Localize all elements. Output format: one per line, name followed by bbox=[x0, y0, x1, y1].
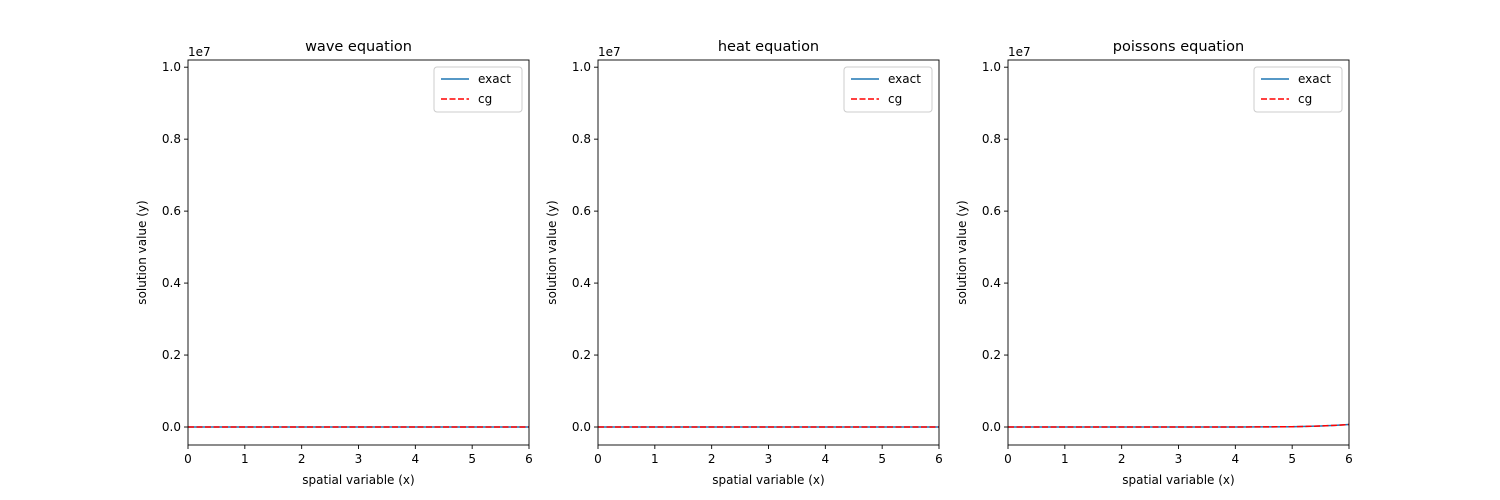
x-tick-label: 5 bbox=[468, 452, 476, 466]
y-tick-label: 0.8 bbox=[982, 132, 1001, 146]
y-tick-label: 1.0 bbox=[572, 60, 591, 74]
x-tick-label: 2 bbox=[1118, 452, 1126, 466]
x-tick-label: 0 bbox=[594, 452, 602, 466]
legend-label-cg: cg bbox=[478, 92, 492, 106]
y-offset-label: 1e7 bbox=[1008, 45, 1031, 59]
y-tick-label: 0.4 bbox=[572, 276, 591, 290]
y-tick-label: 0.4 bbox=[162, 276, 181, 290]
x-tick-label: 3 bbox=[1175, 452, 1183, 466]
y-tick-label: 0.8 bbox=[572, 132, 591, 146]
legend-label-exact: exact bbox=[888, 72, 921, 86]
chart-title: heat equation bbox=[718, 39, 819, 55]
x-tick-label: 2 bbox=[708, 452, 716, 466]
x-tick-label: 4 bbox=[822, 452, 830, 466]
x-tick-label: 3 bbox=[355, 452, 363, 466]
y-tick-label: 0.6 bbox=[572, 204, 591, 218]
y-offset-label: 1e7 bbox=[188, 45, 211, 59]
x-tick-label: 0 bbox=[1004, 452, 1012, 466]
legend-label-cg: cg bbox=[1298, 92, 1312, 106]
y-tick-label: 0.6 bbox=[982, 204, 1001, 218]
x-tick-label: 1 bbox=[241, 452, 249, 466]
x-tick-label: 6 bbox=[1345, 452, 1353, 466]
chart-title: wave equation bbox=[305, 39, 412, 55]
x-tick-label: 3 bbox=[765, 452, 773, 466]
y-tick-label: 1.0 bbox=[162, 60, 181, 74]
y-axis-label: solution value (y) bbox=[955, 200, 969, 304]
y-tick-label: 0.0 bbox=[162, 420, 181, 434]
legend-label-exact: exact bbox=[1298, 72, 1331, 86]
chart-panel-3: 0 1 2 3 4 5 6 0.0 0.2 0.4 0.6 0.8 1.0 1e7 poissons equ… bbox=[955, 39, 1353, 487]
y-tick-label: 0.2 bbox=[572, 348, 591, 362]
x-tick-label: 0 bbox=[184, 452, 192, 466]
x-tick-label: 5 bbox=[878, 452, 886, 466]
x-axis-label: spatial variable (x) bbox=[712, 473, 824, 487]
x-tick-label: 1 bbox=[651, 452, 659, 466]
y-tick-label: 0.0 bbox=[572, 420, 591, 434]
legend: exact cg bbox=[433, 66, 523, 113]
y-offset-label: 1e7 bbox=[598, 45, 621, 59]
legend: exact cg bbox=[1253, 66, 1343, 113]
x-axis-label: spatial variable (x) bbox=[1122, 473, 1234, 487]
chart-panel-1: 0 1 2 3 4 5 6 0.0 0.2 0.4 0.6 0.8 1.0 1e7 wave equatio… bbox=[135, 39, 533, 487]
y-tick-label: 0.8 bbox=[162, 132, 181, 146]
axes-frame bbox=[1007, 59, 1350, 446]
x-tick-label: 1 bbox=[1061, 452, 1069, 466]
series-line-cg bbox=[1008, 423, 1349, 428]
legend-label-cg: cg bbox=[888, 92, 902, 106]
legend: exact cg bbox=[843, 66, 933, 113]
chart-title: poissons equation bbox=[1113, 39, 1244, 55]
axes-frame bbox=[187, 59, 530, 446]
y-tick-label: 0.4 bbox=[982, 276, 1001, 290]
y-tick-label: 1.0 bbox=[982, 60, 1001, 74]
y-tick-label: 0.0 bbox=[982, 420, 1001, 434]
legend-label-exact: exact bbox=[478, 72, 511, 86]
x-tick-label: 5 bbox=[1288, 452, 1296, 466]
axes-frame bbox=[597, 59, 940, 446]
y-tick-label: 0.6 bbox=[162, 204, 181, 218]
x-axis-label: spatial variable (x) bbox=[302, 473, 414, 487]
y-tick-label: 0.2 bbox=[982, 348, 1001, 362]
x-tick-label: 4 bbox=[412, 452, 420, 466]
x-tick-label: 4 bbox=[1232, 452, 1240, 466]
x-tick-label: 2 bbox=[298, 452, 306, 466]
chart-panel-2: 0 1 2 3 4 5 6 0.0 0.2 0.4 0.6 0.8 1.0 1e7 heat equatio… bbox=[545, 39, 943, 487]
y-axis-label: solution value (y) bbox=[545, 200, 559, 304]
y-axis-label: solution value (y) bbox=[135, 200, 149, 304]
x-tick-label: 6 bbox=[525, 452, 533, 466]
y-tick-label: 0.2 bbox=[162, 348, 181, 362]
x-tick-label: 6 bbox=[935, 452, 943, 466]
